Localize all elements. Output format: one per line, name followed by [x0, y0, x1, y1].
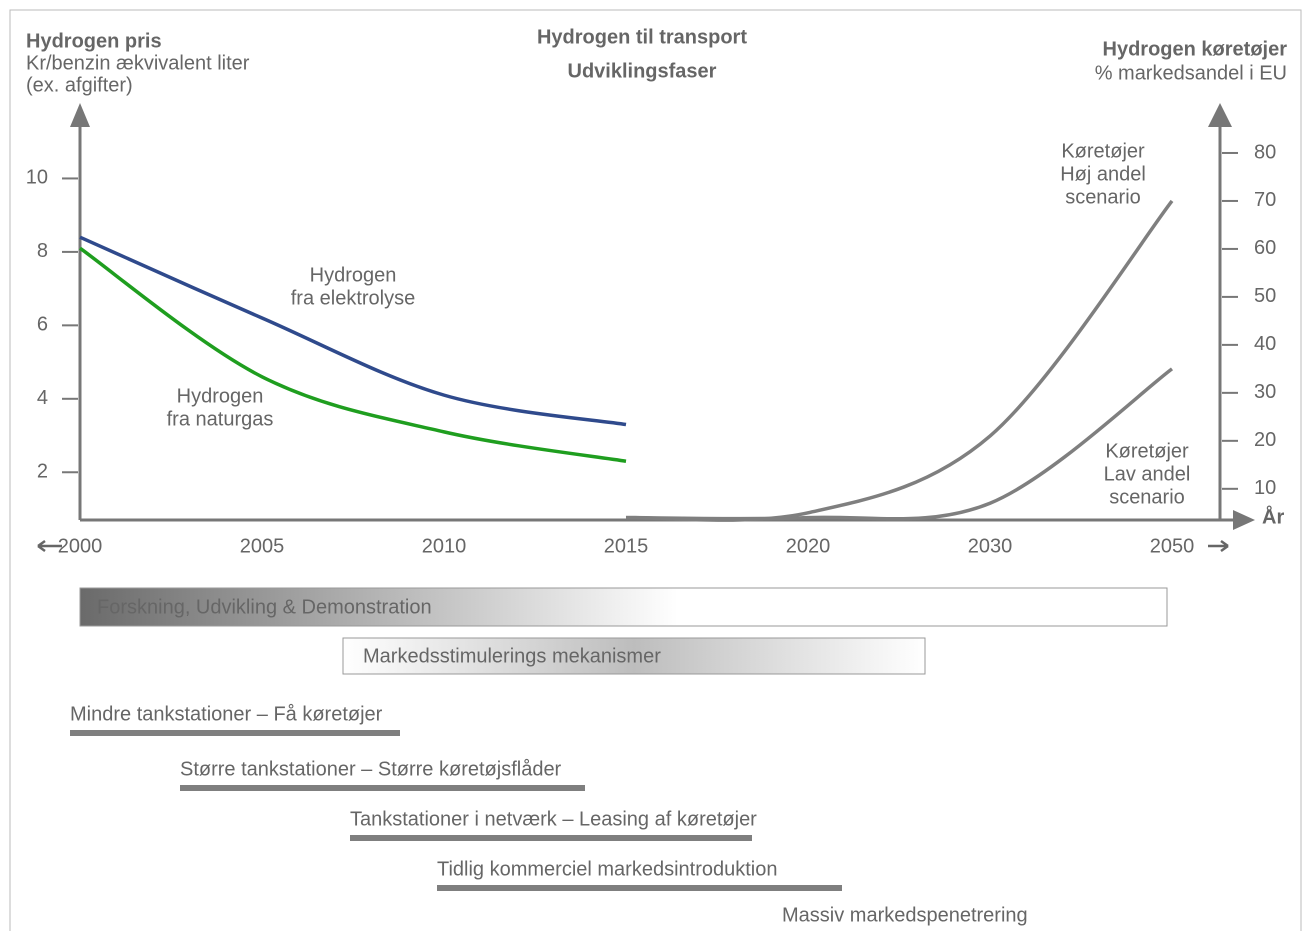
- y2-tick-label: 60: [1254, 237, 1276, 259]
- x-tick-label: 2000: [58, 535, 103, 557]
- y2-arrow: [1208, 103, 1232, 127]
- x-axis-label: År: [1262, 504, 1284, 528]
- series-line: [625, 199, 1174, 522]
- y2-tick-label: 40: [1254, 333, 1276, 355]
- series-line: [78, 246, 627, 463]
- series-label: scenario: [1065, 186, 1141, 208]
- series-label: Køretøjer: [1061, 140, 1145, 162]
- right-arrow: [1208, 539, 1229, 553]
- x-tick-label: 2030: [968, 535, 1013, 557]
- phase-box: [342, 637, 926, 675]
- phase-label: Markedsstimulerings mekanismer: [363, 645, 661, 667]
- y2-tick-label: 80: [1254, 141, 1276, 163]
- stage-label: Massiv markedspenetrering: [782, 904, 1028, 926]
- x-tick-label: 2005: [240, 535, 285, 557]
- y2-tick-label: 10: [1254, 477, 1276, 499]
- y2-axis-label: Hydrogen køretøjer: [1103, 38, 1288, 60]
- chart-title: Hydrogen til transport: [537, 26, 747, 48]
- x-tick-label: 2020: [786, 535, 831, 557]
- stage-label: Mindre tankstationer – Få køretøjer: [70, 703, 383, 725]
- y-arrow: [70, 103, 90, 127]
- series-label: Høj andel: [1060, 163, 1146, 185]
- stage-label: Tankstationer i netværk – Leasing af kør…: [350, 808, 757, 830]
- y2-axis-label: % markedsandel i EU: [1095, 62, 1287, 84]
- y-tick-label: 2: [37, 461, 48, 483]
- x-tick-label: 2015: [604, 535, 649, 557]
- frame: [9, 9, 1302, 931]
- y-tick-label: 10: [26, 167, 48, 189]
- series-line: [625, 367, 1174, 521]
- y-tick-label: 4: [37, 387, 48, 409]
- series-label: fra elektrolyse: [291, 287, 416, 309]
- series-line: [79, 235, 627, 427]
- x-arrow: [1233, 510, 1255, 530]
- phase-label: Forskning, Udvikling & Demonstration: [97, 596, 432, 618]
- x-tick-label: 2050: [1150, 535, 1195, 557]
- x-tick-label: 2010: [422, 535, 467, 557]
- y-axis-label: Kr/benzin ækvivalent liter: [26, 52, 250, 74]
- left-arrow: [37, 539, 62, 553]
- series-label: Køretøjer: [1105, 440, 1189, 462]
- phase-box: [79, 587, 1168, 627]
- series-label: Lav andel: [1104, 463, 1191, 485]
- stage-label: Større tankstationer – Større køretøjsfl…: [180, 758, 562, 780]
- series-label: scenario: [1109, 486, 1185, 508]
- y2-tick-label: 20: [1254, 429, 1276, 451]
- y2-tick-label: 50: [1254, 285, 1276, 307]
- series-label: fra naturgas: [167, 408, 274, 430]
- chart-title: Udviklingsfaser: [568, 60, 717, 82]
- y2-tick-label: 70: [1254, 189, 1276, 211]
- y-tick-label: 6: [37, 314, 48, 336]
- y-axis-label: Hydrogen pris: [26, 30, 162, 52]
- series-label: Hydrogen: [310, 264, 397, 286]
- y2-tick-label: 30: [1254, 381, 1276, 403]
- series-label: Hydrogen: [177, 385, 264, 407]
- y-tick-label: 8: [37, 240, 48, 262]
- y-axis-label: (ex. afgifter): [26, 74, 133, 96]
- stage-label: Tidlig kommerciel markedsintroduktion: [437, 858, 778, 880]
